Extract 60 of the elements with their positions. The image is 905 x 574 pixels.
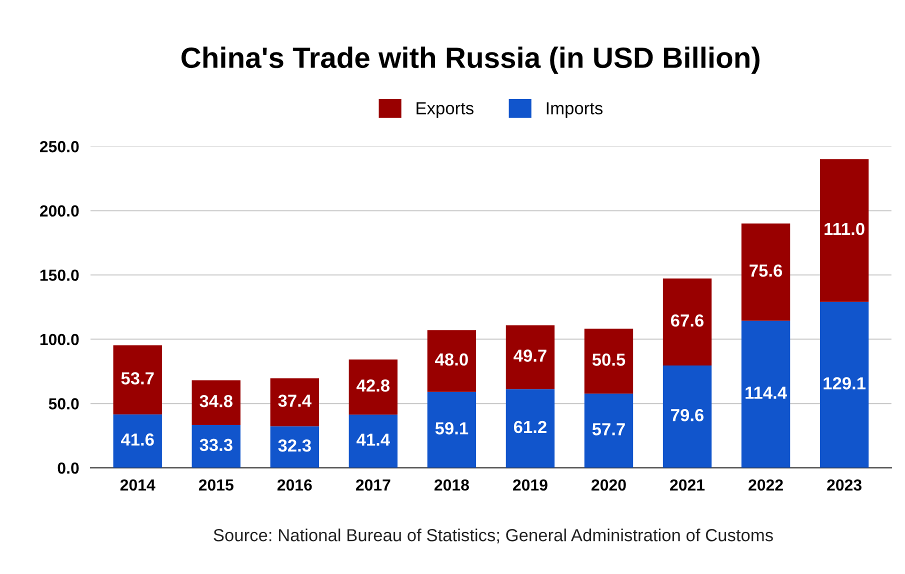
x-tick-label: 2022 xyxy=(748,479,783,491)
x-tick-label: 2020 xyxy=(592,479,626,491)
legend-label: Exports xyxy=(416,102,474,118)
bar xyxy=(662,278,712,366)
bar xyxy=(348,414,398,468)
bar xyxy=(113,345,162,414)
data-label: 41.4 xyxy=(356,434,390,446)
data-label: 59.1 xyxy=(435,422,468,434)
y-tick-label: 100.0 xyxy=(40,334,79,346)
x-tick-label: 2017 xyxy=(356,479,390,491)
bar xyxy=(270,378,319,426)
y-tick-label: 0.0 xyxy=(58,462,79,474)
bar xyxy=(584,394,634,468)
data-label: 79.6 xyxy=(671,409,704,422)
data-label: 129.1 xyxy=(824,377,866,390)
data-label: 61.2 xyxy=(514,420,546,434)
bar xyxy=(741,224,790,321)
data-label: 75.6 xyxy=(750,264,782,277)
bar xyxy=(427,392,476,468)
y-tick-label: 150.0 xyxy=(40,270,79,281)
data-label: 114.4 xyxy=(746,386,787,399)
x-tick-label: 2018 xyxy=(434,479,469,491)
bar xyxy=(506,325,555,390)
data-label: 67.6 xyxy=(671,314,704,327)
data-label: 42.8 xyxy=(356,379,390,392)
data-label: 57.7 xyxy=(592,423,625,436)
bar xyxy=(820,302,869,468)
x-tick-label: 2021 xyxy=(670,479,705,491)
bar xyxy=(506,389,555,468)
data-label: 49.7 xyxy=(514,350,546,362)
data-label: 32.3 xyxy=(278,439,311,452)
x-tick-label: 2023 xyxy=(827,479,862,491)
bar xyxy=(192,380,240,425)
legend-label: Imports xyxy=(546,102,603,118)
bar xyxy=(741,320,790,468)
data-label: 41.6 xyxy=(120,433,154,446)
x-tick-label: 2015 xyxy=(198,479,234,491)
data-label: 111.0 xyxy=(824,222,864,236)
data-label: 50.5 xyxy=(592,354,626,366)
data-label: 48.0 xyxy=(435,353,468,366)
bar xyxy=(348,360,398,415)
x-tick-label: 2014 xyxy=(120,479,156,491)
chart-title: China's Trade with Russia (in USD Billion) xyxy=(182,46,760,74)
bar xyxy=(662,365,712,468)
source-note: Source: National Bureau of Statistics; General Administration of Customs xyxy=(214,528,773,544)
bar xyxy=(820,159,869,302)
bar xyxy=(584,328,634,394)
data-label: 33.3 xyxy=(200,438,232,452)
bar xyxy=(270,426,319,468)
data-label: 34.8 xyxy=(200,394,232,408)
bar xyxy=(427,330,476,392)
bar xyxy=(192,424,240,468)
y-tick-label: 200.0 xyxy=(40,205,79,217)
bar xyxy=(113,414,162,468)
x-tick-label: 2016 xyxy=(277,479,312,491)
data-label: 37.4 xyxy=(278,394,312,407)
x-tick-label: 2019 xyxy=(513,479,548,491)
y-tick-label: 50.0 xyxy=(48,398,79,410)
data-label: 53.7 xyxy=(121,372,154,384)
y-tick-label: 250.0 xyxy=(40,141,79,152)
